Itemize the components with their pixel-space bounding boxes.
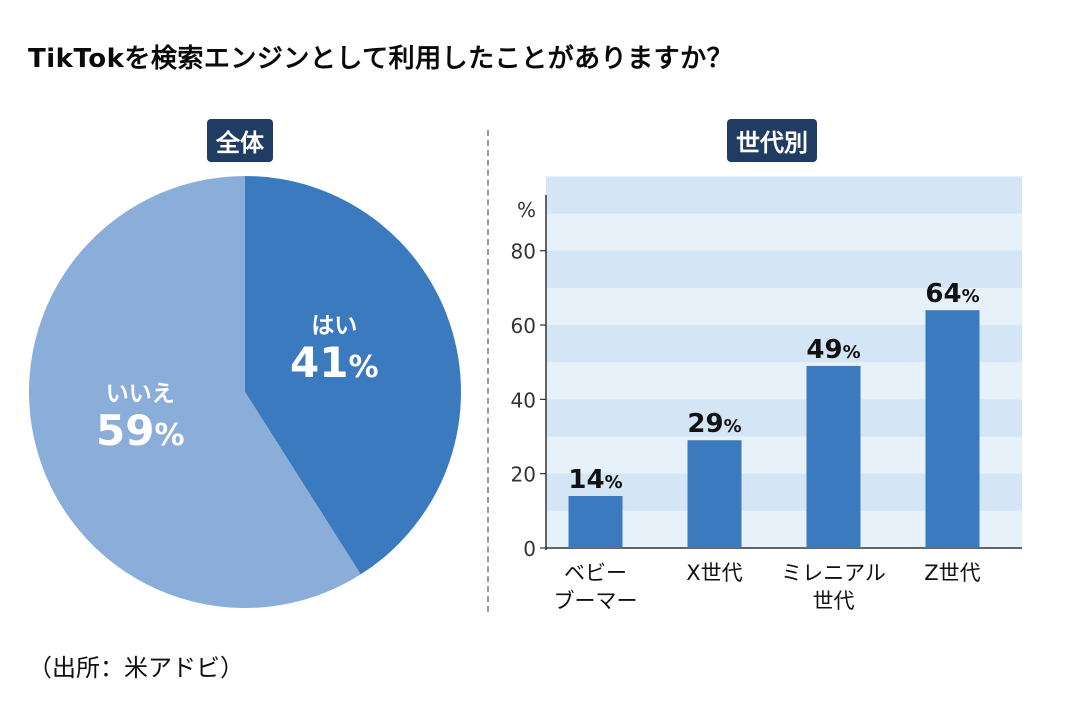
bar-value-label: 14% xyxy=(568,465,622,495)
pie-label-unit: % xyxy=(348,350,379,385)
section-divider xyxy=(487,130,489,612)
bar-section-badge: 世代別 xyxy=(727,119,817,162)
x-tick-label: ベビーブーマー xyxy=(554,561,638,613)
pie-slice-0 xyxy=(245,176,461,575)
x-tick-label: ミレニアル世代 xyxy=(781,561,886,613)
bar-1 xyxy=(687,440,742,548)
bar-value-label: 49% xyxy=(806,335,860,365)
y-tick-label: 20 xyxy=(511,463,536,487)
y-tick-label: 40 xyxy=(511,388,536,412)
y-axis-unit: % xyxy=(517,198,536,222)
pie-section-badge: 全体 xyxy=(207,119,273,162)
plot-stripe xyxy=(546,250,1022,288)
y-tick-label: 80 xyxy=(511,240,536,264)
chart-title: TikTokを検索エンジンとして利用したことがありますか？ xyxy=(28,44,734,74)
pie-label-no: いいえ 59% xyxy=(96,374,185,454)
plot-stripe xyxy=(546,176,1022,214)
x-tick-label: X世代 xyxy=(686,561,742,585)
pie-slice-1 xyxy=(28,176,361,608)
bar-value-label: 64% xyxy=(925,279,979,309)
pie-label-name: いいえ xyxy=(105,381,175,407)
bar-3 xyxy=(925,310,980,548)
y-tick-label: 0 xyxy=(523,537,536,561)
bar-value-label: 29% xyxy=(687,409,741,439)
pie-label-value: 59 xyxy=(96,406,155,455)
bar-0 xyxy=(568,495,623,548)
pie-label-yes: はい 41% xyxy=(290,306,379,386)
source-note: （出所：米アドビ） xyxy=(28,654,244,682)
bar-2 xyxy=(806,365,861,548)
y-tick-label: 60 xyxy=(511,314,536,338)
pie-label-value: 41 xyxy=(290,338,349,387)
x-tick-label: Z世代 xyxy=(924,561,980,585)
pie-label-name: はい xyxy=(311,313,358,339)
pie-label-unit: % xyxy=(154,418,185,453)
